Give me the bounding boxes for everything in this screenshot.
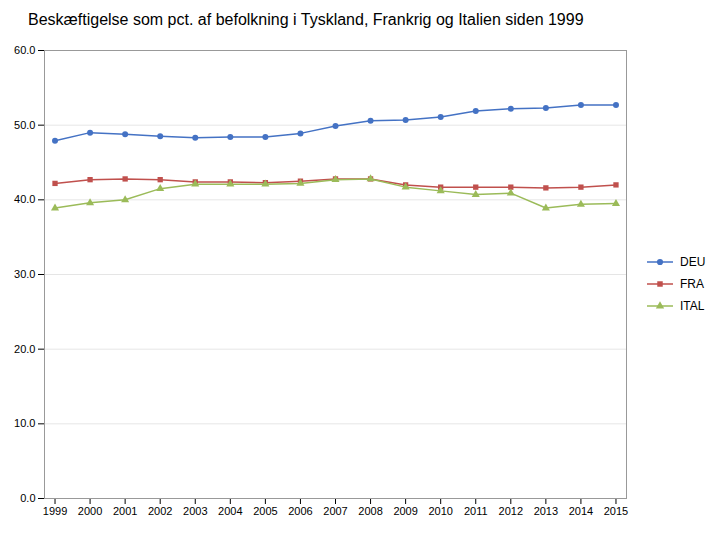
svg-text:2015: 2015 [604,505,628,517]
svg-text:40.0: 40.0 [14,193,35,205]
svg-text:2004: 2004 [218,505,242,517]
svg-text:2007: 2007 [323,505,347,517]
svg-text:2001: 2001 [113,505,137,517]
svg-text:1999: 1999 [43,505,67,517]
svg-text:60.0: 60.0 [14,44,35,56]
svg-text:30.0: 30.0 [14,268,35,280]
svg-text:2014: 2014 [569,505,593,517]
svg-text:2008: 2008 [358,505,382,517]
svg-text:0.0: 0.0 [20,492,35,504]
svg-text:10.0: 10.0 [14,417,35,429]
html-text:FRA: FRA [680,277,704,291]
svg-text:2005: 2005 [253,505,277,517]
svg-text:2000: 2000 [78,505,102,517]
html-text:Beskæftigelse som pct. af befo: Beskæftigelse som pct. af befolkning i T… [28,11,584,28]
svg-text:2006: 2006 [288,505,312,517]
svg-text:20.0: 20.0 [14,343,35,355]
svg-text:2003: 2003 [183,505,207,517]
svg-text:2011: 2011 [464,505,488,517]
svg-text:2002: 2002 [148,505,172,517]
svg-text:2010: 2010 [428,505,452,517]
svg-text:2013: 2013 [534,505,558,517]
svg-text:2012: 2012 [499,505,523,517]
svg-text:50.0: 50.0 [14,119,35,131]
html-text:ITAL: ITAL [680,299,705,313]
svg-text:2009: 2009 [393,505,417,517]
html-text:DEU: DEU [680,255,706,269]
